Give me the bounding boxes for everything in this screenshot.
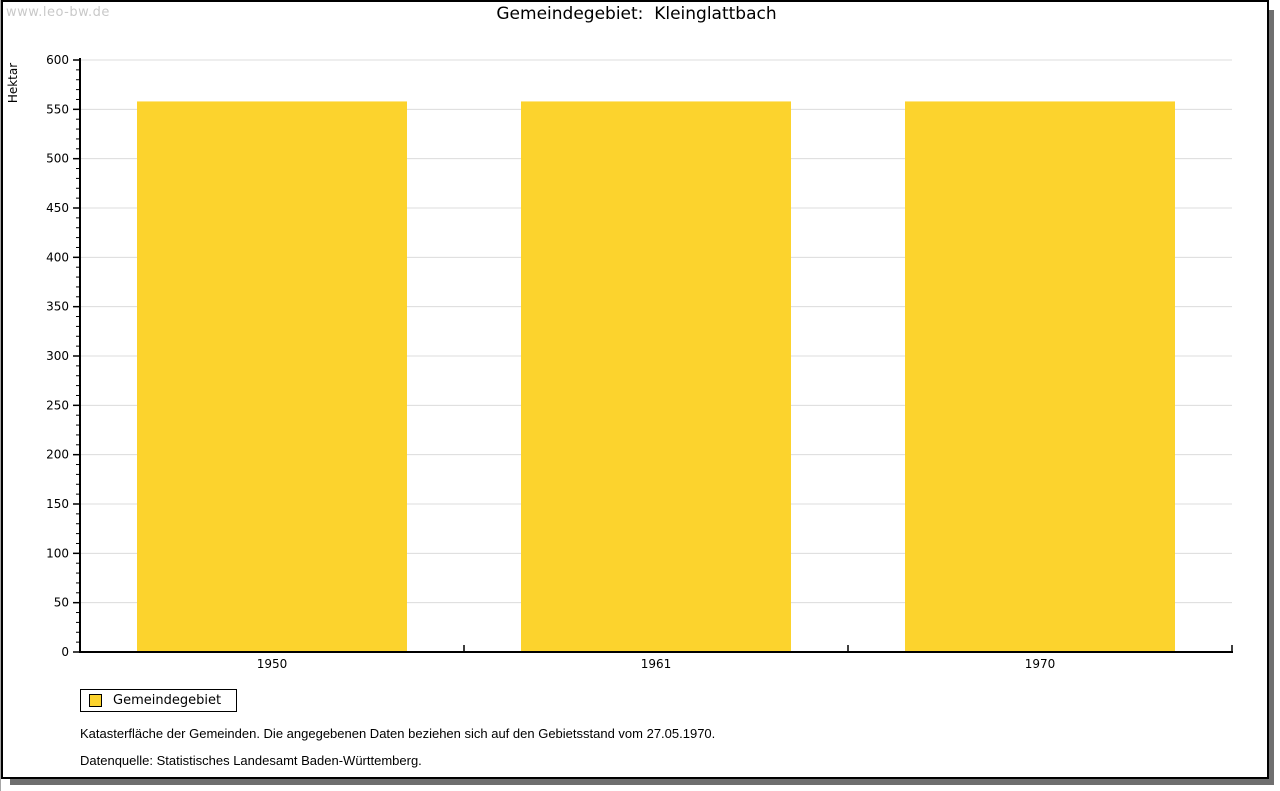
y-tick-label: 400 bbox=[46, 250, 69, 264]
page-title: Gemeindegebiet: Kleinglattbach bbox=[496, 4, 777, 24]
x-tick-label: 1961 bbox=[641, 657, 672, 671]
y-tick-label: 350 bbox=[46, 300, 69, 314]
legend: Gemeindegebiet bbox=[80, 689, 238, 712]
y-tick-label: 150 bbox=[46, 497, 69, 511]
bar bbox=[137, 101, 407, 652]
y-tick-label: 550 bbox=[46, 102, 69, 116]
y-tick-label: 0 bbox=[61, 645, 69, 659]
footnote-description: Katasterfläche der Gemeinden. Die angege… bbox=[80, 726, 716, 741]
footnote-source: Datenquelle: Statistisches Landesamt Bad… bbox=[80, 753, 422, 768]
watermark: www.leo-bw.de bbox=[6, 5, 110, 20]
x-tick-label: 1950 bbox=[257, 657, 288, 671]
y-tick-label: 600 bbox=[46, 53, 69, 67]
x-tick-label: 1970 bbox=[1025, 657, 1056, 671]
y-tick-label: 100 bbox=[46, 546, 69, 560]
bar bbox=[905, 101, 1175, 652]
y-tick-label: 500 bbox=[46, 152, 69, 166]
legend-swatch-icon bbox=[89, 694, 102, 707]
legend-label: Gemeindegebiet bbox=[113, 693, 222, 708]
y-tick-label: 250 bbox=[46, 398, 69, 412]
y-tick-label: 300 bbox=[46, 349, 69, 363]
bar bbox=[521, 101, 791, 652]
y-tick-label: 200 bbox=[46, 448, 69, 462]
y-tick-label: 50 bbox=[54, 596, 69, 610]
y-tick-label: 450 bbox=[46, 201, 69, 215]
